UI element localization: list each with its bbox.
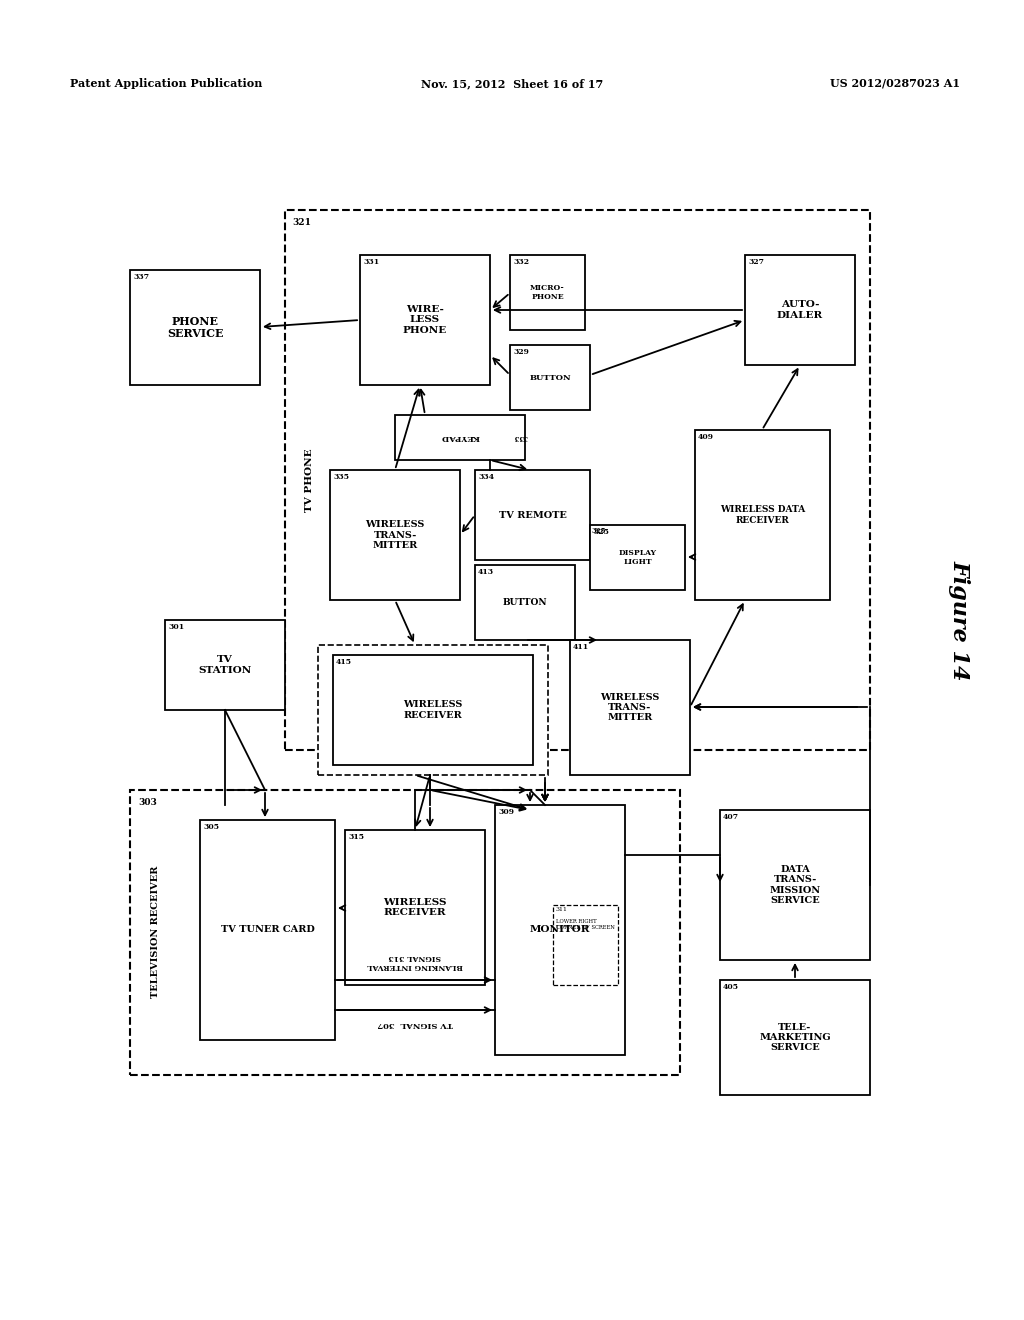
Text: 325: 325 bbox=[592, 527, 606, 535]
Bar bbox=[570, 640, 690, 775]
Text: 332: 332 bbox=[513, 257, 529, 267]
Text: 337: 337 bbox=[133, 273, 150, 281]
Text: 335: 335 bbox=[333, 473, 349, 480]
Bar bbox=[395, 414, 525, 459]
Text: WIRELESS
TRANS-
MITTER: WIRELESS TRANS- MITTER bbox=[366, 520, 425, 550]
Text: BUTTON: BUTTON bbox=[503, 598, 547, 607]
Text: 409: 409 bbox=[698, 433, 714, 441]
Bar bbox=[330, 470, 460, 601]
Text: 311: 311 bbox=[555, 907, 567, 912]
Text: 305: 305 bbox=[203, 822, 219, 832]
Bar bbox=[130, 271, 260, 385]
Bar bbox=[130, 789, 680, 1074]
Text: PHONE
SERVICE: PHONE SERVICE bbox=[167, 315, 223, 339]
Text: 329: 329 bbox=[513, 348, 528, 356]
Text: ·: · bbox=[592, 370, 596, 380]
Text: BLANKING INTERVAL
SIGNAL 313: BLANKING INTERVAL SIGNAL 313 bbox=[367, 953, 463, 970]
Bar bbox=[475, 565, 575, 640]
Bar bbox=[475, 470, 590, 560]
Bar bbox=[553, 906, 618, 985]
Text: Figure 14: Figure 14 bbox=[949, 560, 971, 680]
Text: AUTO-
DIALER: AUTO- DIALER bbox=[777, 300, 823, 319]
Text: TV PHONE: TV PHONE bbox=[305, 449, 314, 512]
Text: BUTTON: BUTTON bbox=[529, 374, 570, 381]
Text: TV
STATION: TV STATION bbox=[199, 655, 252, 675]
Text: 331: 331 bbox=[362, 257, 379, 267]
Text: 327: 327 bbox=[748, 257, 764, 267]
Bar bbox=[360, 255, 490, 385]
Bar bbox=[318, 645, 548, 775]
Bar bbox=[745, 255, 855, 366]
Text: WIRELESS
RECEIVER: WIRELESS RECEIVER bbox=[383, 898, 446, 917]
Bar bbox=[720, 810, 870, 960]
Text: 415: 415 bbox=[336, 657, 352, 667]
Bar bbox=[590, 525, 685, 590]
Text: 309: 309 bbox=[498, 808, 514, 816]
Text: Nov. 15, 2012  Sheet 16 of 17: Nov. 15, 2012 Sheet 16 of 17 bbox=[421, 78, 603, 88]
Bar bbox=[285, 210, 870, 750]
Text: TV REMOTE: TV REMOTE bbox=[499, 511, 566, 520]
Text: TV TUNER CARD: TV TUNER CARD bbox=[220, 925, 314, 935]
Text: 321: 321 bbox=[292, 218, 311, 227]
Text: MICRO-
PHONE: MICRO- PHONE bbox=[530, 284, 565, 301]
Text: Patent Application Publication: Patent Application Publication bbox=[70, 78, 262, 88]
Bar bbox=[165, 620, 285, 710]
Text: 405: 405 bbox=[723, 983, 739, 991]
Text: TELEVISION RECEIVER: TELEVISION RECEIVER bbox=[151, 866, 160, 998]
Bar bbox=[200, 820, 335, 1040]
Text: US 2012/0287023 A1: US 2012/0287023 A1 bbox=[830, 78, 961, 88]
Bar bbox=[495, 805, 625, 1055]
Text: 413: 413 bbox=[478, 568, 495, 576]
Text: TELE-
MARKETING
SERVICE: TELE- MARKETING SERVICE bbox=[759, 1023, 830, 1052]
Text: WIRELESS
TRANS-
MITTER: WIRELESS TRANS- MITTER bbox=[600, 693, 659, 722]
Bar bbox=[510, 345, 590, 411]
Text: DATA
TRANS-
MISSION
SERVICE: DATA TRANS- MISSION SERVICE bbox=[769, 865, 820, 906]
Text: 301: 301 bbox=[168, 623, 184, 631]
Text: WIRELESS DATA
RECEIVER: WIRELESS DATA RECEIVER bbox=[720, 506, 805, 525]
Text: DISPLAY
LIGHT: DISPLAY LIGHT bbox=[618, 549, 656, 566]
Text: 303: 303 bbox=[138, 799, 157, 807]
Text: LOWER RIGHT
CORNER OF SCREEN: LOWER RIGHT CORNER OF SCREEN bbox=[556, 919, 614, 929]
Text: TV SIGNAL  307: TV SIGNAL 307 bbox=[377, 1020, 453, 1028]
Bar bbox=[333, 655, 534, 766]
Bar bbox=[345, 830, 485, 985]
Bar bbox=[720, 979, 870, 1096]
Text: 407: 407 bbox=[723, 813, 739, 821]
Text: 315: 315 bbox=[348, 833, 364, 841]
Bar bbox=[695, 430, 830, 601]
Text: 334: 334 bbox=[478, 473, 495, 480]
Text: 411: 411 bbox=[573, 643, 589, 651]
Text: WIRE-
LESS
PHONE: WIRE- LESS PHONE bbox=[402, 305, 447, 335]
Text: MONITOR: MONITOR bbox=[529, 925, 590, 935]
Text: 325: 325 bbox=[593, 528, 609, 536]
Text: WIRELESS
RECEIVER: WIRELESS RECEIVER bbox=[403, 701, 463, 719]
Bar bbox=[510, 255, 585, 330]
Text: 333: 333 bbox=[513, 433, 527, 441]
Text: KEYPAD: KEYPAD bbox=[440, 433, 479, 441]
